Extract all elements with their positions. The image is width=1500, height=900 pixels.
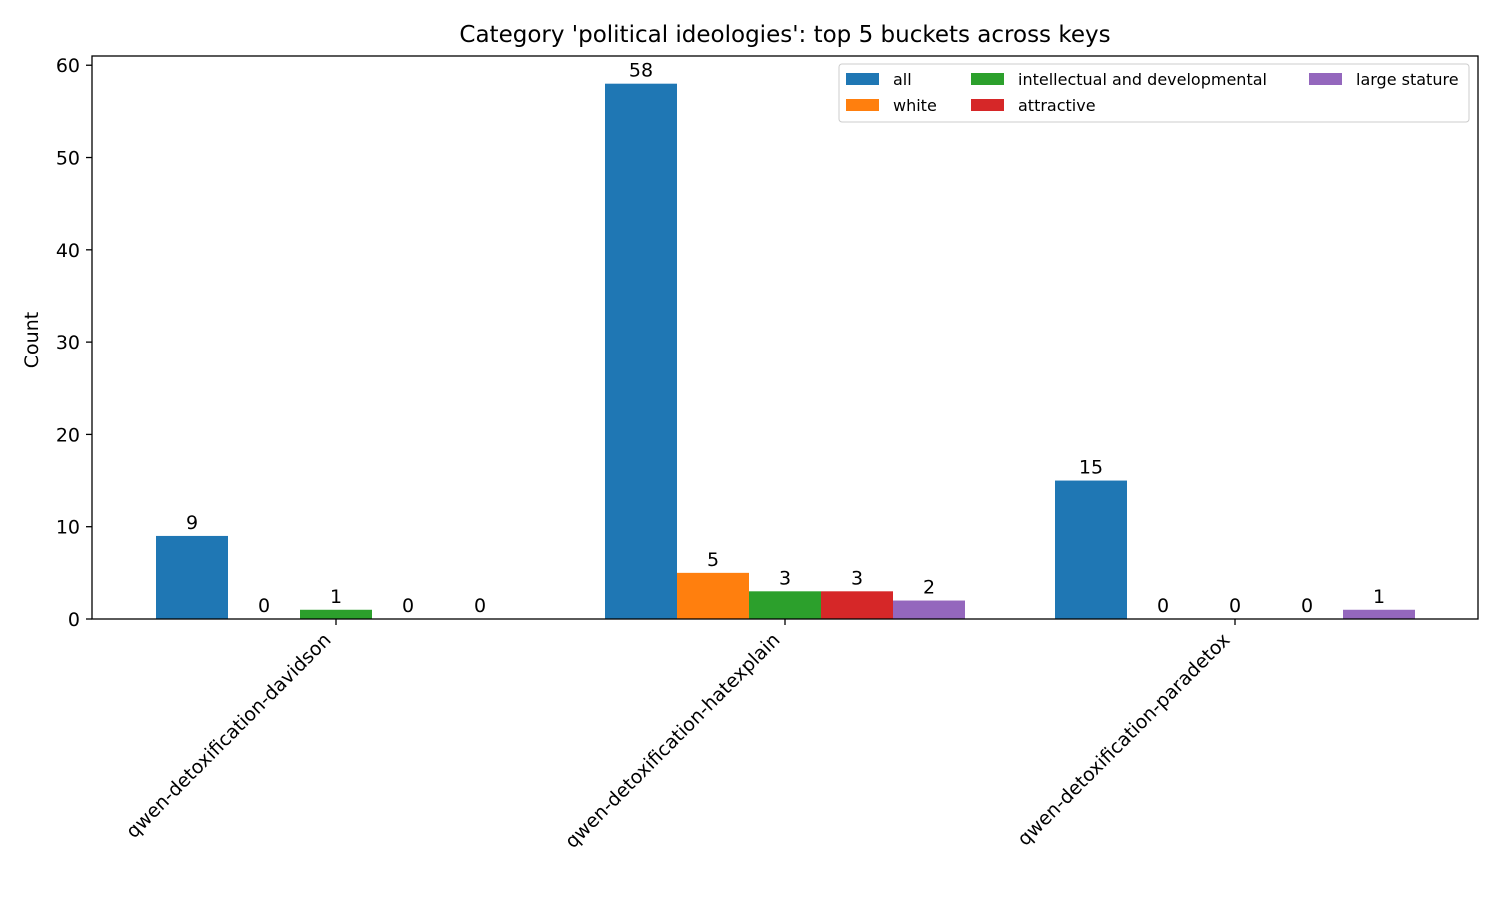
y-tick-label: 10 xyxy=(56,517,80,539)
y-tick-label: 30 xyxy=(56,332,80,354)
y-tick-label: 60 xyxy=(56,55,80,77)
bar-value-label: 15 xyxy=(1079,457,1103,479)
y-tick-label: 50 xyxy=(56,148,80,170)
bar-value-label: 1 xyxy=(1373,586,1385,608)
bar-intellectual-and-developmental-0 xyxy=(300,609,372,619)
y-axis-label: Count xyxy=(21,312,43,368)
legend-swatch xyxy=(971,73,1004,85)
bar-large-stature-1 xyxy=(893,600,965,619)
bar-intellectual-and-developmental-1 xyxy=(749,591,821,619)
bar-labels-layer: 9 0 1 0 0 58 5 3 3 2 15 0 0 0 1 xyxy=(186,60,1385,617)
bar-all-0 xyxy=(156,535,228,619)
x-tick-label: qwen-detoxification-hatexplain xyxy=(561,629,785,853)
bar-value-label: 1 xyxy=(330,586,342,608)
bar-value-label: 3 xyxy=(779,567,791,589)
bar-value-label: 2 xyxy=(923,577,935,599)
bar-white-1 xyxy=(677,572,749,619)
y-axis: 0 10 20 30 40 50 60 xyxy=(56,55,92,631)
plot-area-frame xyxy=(91,55,1479,620)
bar-all-2 xyxy=(1055,480,1127,619)
bar-value-label: 9 xyxy=(186,512,198,534)
legend-label: attractive xyxy=(1018,96,1096,115)
x-tick-label: qwen-detoxification-paradetox xyxy=(1013,629,1234,850)
x-tick-label: qwen-detoxification-davidson xyxy=(122,629,336,843)
bar-value-label: 0 xyxy=(402,595,414,617)
bar-value-label: 5 xyxy=(707,549,719,571)
legend-label: large stature xyxy=(1356,70,1459,89)
bars-layer xyxy=(156,83,1415,619)
bar-attractive-1 xyxy=(821,591,893,619)
bar-value-label: 0 xyxy=(1157,595,1169,617)
bar-value-label: 0 xyxy=(474,595,486,617)
legend-label: all xyxy=(893,70,912,89)
chart-title: Category 'political ideologies': top 5 b… xyxy=(459,22,1110,48)
bar-value-label: 3 xyxy=(851,567,863,589)
bar-value-label: 58 xyxy=(629,60,653,82)
legend-swatch xyxy=(846,73,879,85)
bar-all-1 xyxy=(605,83,677,619)
x-axis: qwen-detoxification-davidson qwen-detoxif… xyxy=(122,619,1236,853)
y-tick-label: 0 xyxy=(68,609,80,631)
y-tick-label: 40 xyxy=(56,240,80,262)
bar-value-label: 0 xyxy=(1301,595,1313,617)
legend: all white intellectual and developmental at… xyxy=(838,63,1470,123)
y-tick-label: 20 xyxy=(56,424,80,446)
legend-swatch xyxy=(971,99,1004,111)
legend-label: white xyxy=(893,96,937,115)
legend-swatch xyxy=(1309,73,1342,85)
bar-value-label: 0 xyxy=(1229,595,1241,617)
bar-large-stature-2 xyxy=(1343,609,1415,619)
bar-value-label: 0 xyxy=(258,595,270,617)
legend-swatch xyxy=(846,99,879,111)
legend-label: intellectual and developmental xyxy=(1018,70,1267,89)
